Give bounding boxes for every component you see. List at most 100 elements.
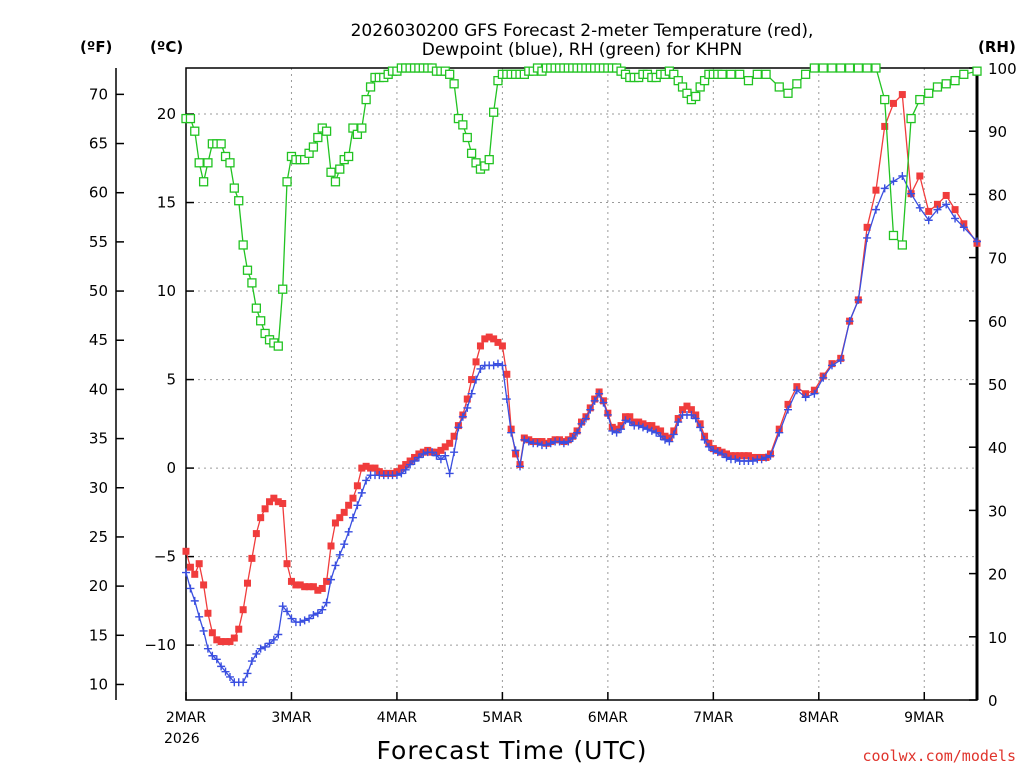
dewpoint-point xyxy=(757,455,766,464)
temperature-point xyxy=(362,462,370,470)
chart-title-line1: 2026030200 GFS Forecast 2-meter Temperat… xyxy=(351,21,814,41)
temperature-point xyxy=(441,443,449,451)
dewpoint-point xyxy=(327,575,336,584)
rh-point xyxy=(853,63,863,73)
x-tick-label: 7MAR xyxy=(693,710,734,726)
rh-point xyxy=(827,63,837,73)
dewpoint-point xyxy=(709,446,718,455)
dewpoint-point xyxy=(643,425,652,434)
rh-point xyxy=(972,66,982,76)
dewpoint-point xyxy=(392,471,401,480)
dewpoint-point xyxy=(476,364,485,373)
dewpoint-point xyxy=(542,441,551,450)
temperature-point xyxy=(266,498,274,506)
temperature-point xyxy=(683,402,691,410)
dewpoint-point xyxy=(669,430,678,439)
dewpoint-point xyxy=(419,449,428,458)
temperature-point xyxy=(397,464,405,472)
temperature-point xyxy=(217,638,225,646)
axes: 10 15 20 25 30 35 40 45 50 55 60 65 70 −10 −5 0 5 10 15 20 0… xyxy=(89,60,1017,726)
temperature-point xyxy=(208,629,216,637)
dewpoint-point xyxy=(463,403,472,412)
celsius-tick-label: 10 xyxy=(157,282,176,300)
temperature-point xyxy=(239,606,247,614)
temperature-point xyxy=(494,338,502,346)
fahrenheit-tick-label: 20 xyxy=(89,577,108,595)
rh-point xyxy=(897,240,907,250)
dewpoint-point xyxy=(718,449,727,458)
rh-point xyxy=(735,69,745,79)
rh-point xyxy=(484,154,494,165)
rh-point xyxy=(844,63,855,73)
dewpoint-point xyxy=(239,678,248,687)
dewpoint-point xyxy=(687,410,696,419)
dewpoint-point xyxy=(524,437,533,446)
dewpoint-point xyxy=(748,457,757,466)
temperature-point xyxy=(367,464,375,472)
rh-point xyxy=(234,196,244,206)
fahrenheit-tick-label: 65 xyxy=(89,135,108,153)
dewpoint-point xyxy=(362,476,371,485)
dewpoint-point xyxy=(704,442,713,451)
dewpoint-point xyxy=(410,457,419,466)
rh-point xyxy=(871,63,881,73)
dewpoint-point xyxy=(590,396,599,405)
rh-point xyxy=(488,107,499,117)
rh-tick-label: 10 xyxy=(988,629,1007,647)
dewpoint-point xyxy=(647,426,656,435)
temperature-point xyxy=(323,577,331,585)
rh-point xyxy=(238,240,248,250)
dewpoint-point xyxy=(305,614,314,623)
celsius-tick-label: 20 xyxy=(157,105,176,123)
fahrenheit-tick-label: 40 xyxy=(89,380,108,398)
temperature-point xyxy=(942,191,950,199)
dewpoint-point xyxy=(516,462,525,471)
dewpoint-point xyxy=(507,428,516,437)
dewpoint-point xyxy=(792,386,801,395)
temperature-point xyxy=(283,560,291,568)
fahrenheit-tick-label: 45 xyxy=(89,331,108,349)
x-tick-label: 3MAR xyxy=(271,710,312,726)
rh-point xyxy=(761,69,771,79)
dewpoint-point xyxy=(278,602,287,611)
dewpoint-point xyxy=(674,418,683,427)
unit-label-celsius: (ºC) xyxy=(150,38,183,56)
rh-point xyxy=(941,79,951,89)
temperature-point xyxy=(222,638,230,646)
temperature-point xyxy=(657,427,665,435)
temperature-point xyxy=(182,547,190,555)
dewpoint-point xyxy=(322,598,331,607)
dewpoint-point xyxy=(713,448,722,457)
temperature-point xyxy=(446,439,454,447)
rh-tick-label: 90 xyxy=(988,123,1007,141)
temperature-point xyxy=(248,554,256,562)
rh-point xyxy=(190,126,200,136)
unit-label-rh: (RH) xyxy=(978,38,1016,56)
temperature-point xyxy=(318,584,326,592)
dewpoint-point xyxy=(951,214,960,223)
dewpoint-point xyxy=(454,423,463,432)
rh-point xyxy=(357,123,367,133)
dewpoint-point xyxy=(625,418,634,427)
dewpoint-point xyxy=(638,423,647,432)
temperature-point xyxy=(305,583,313,591)
dewpoint-point xyxy=(942,200,951,209)
rh-point xyxy=(308,142,319,152)
rh-point xyxy=(343,151,354,162)
dewpoint-point xyxy=(296,618,305,627)
rh-point xyxy=(242,265,253,275)
dewpoint-point xyxy=(401,465,410,474)
dewpoint-point xyxy=(656,432,665,441)
rh-point xyxy=(950,75,960,86)
rh-point xyxy=(888,230,899,241)
dewpoint-point xyxy=(559,439,568,448)
rh-point xyxy=(185,113,196,124)
rh-point xyxy=(216,139,226,149)
dewpoint-point xyxy=(652,428,661,437)
temperature-point xyxy=(327,542,335,550)
dewpoint-point xyxy=(722,453,731,462)
rh-point xyxy=(862,63,872,73)
temperature-point xyxy=(898,91,906,99)
